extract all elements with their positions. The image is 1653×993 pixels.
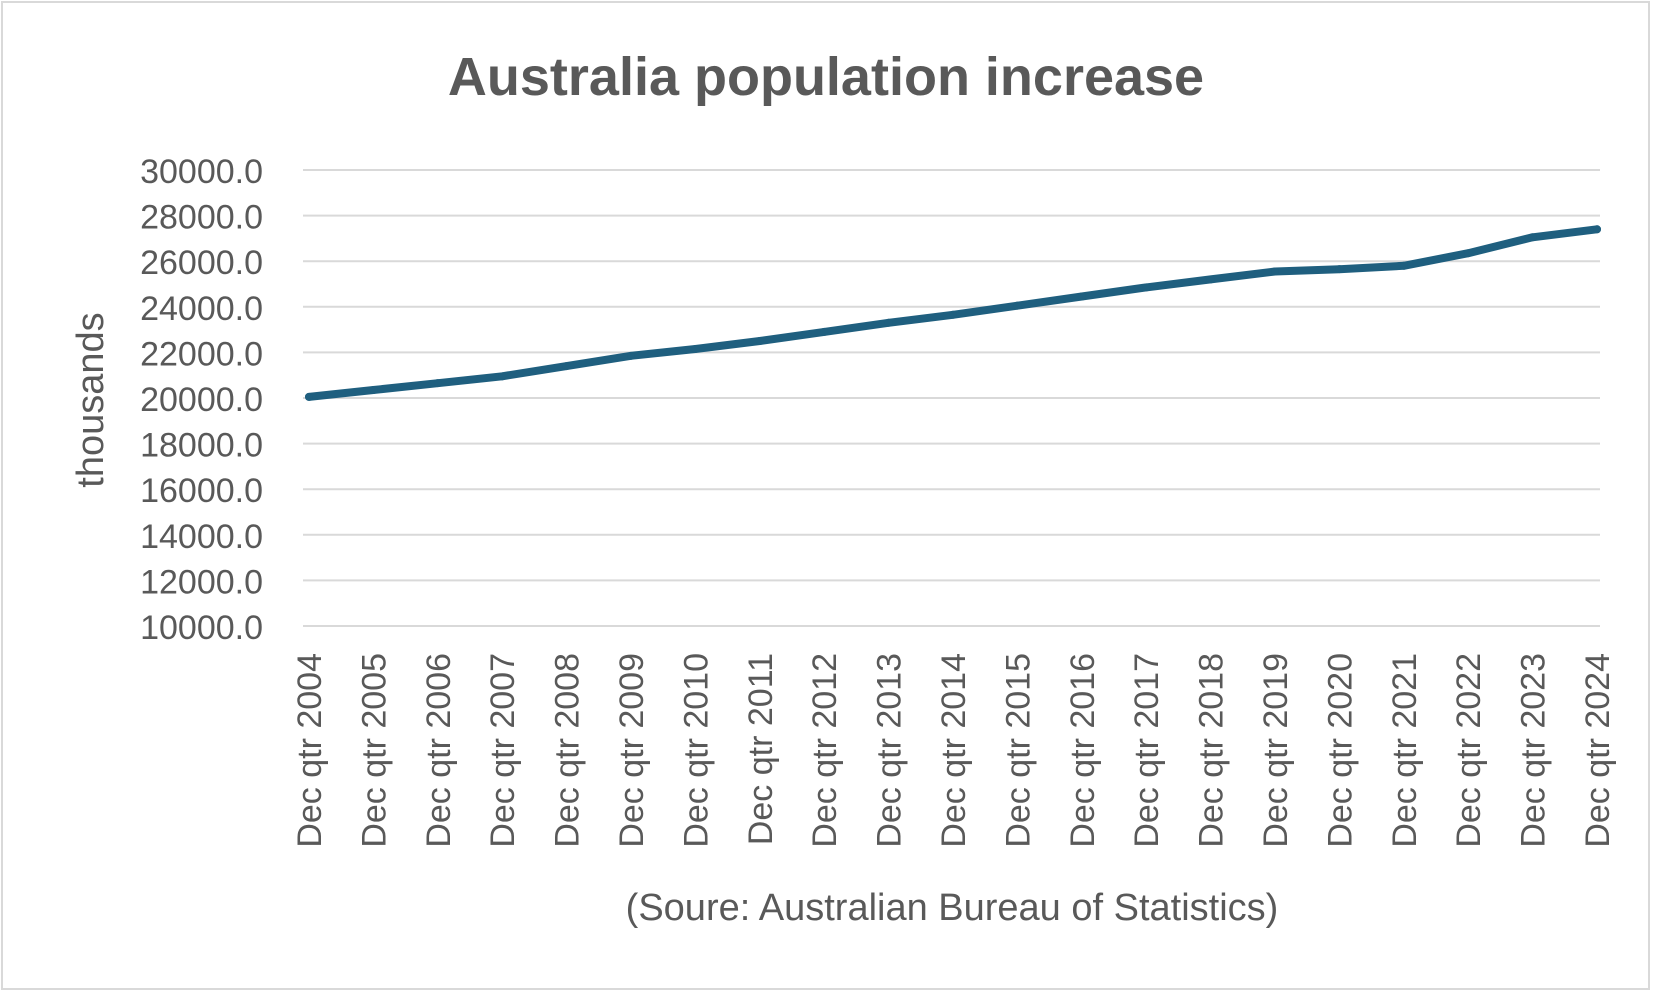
x-tick-label: Dec qtr 2006 <box>420 653 458 848</box>
x-tick-label: Dec qtr 2022 <box>1450 653 1488 848</box>
data-point <box>1206 275 1215 284</box>
data-point <box>1335 265 1344 274</box>
y-axis-label: thousands <box>70 312 112 487</box>
y-tick-label: 12000.0 <box>140 563 263 601</box>
data-point <box>433 379 442 388</box>
y-tick-label: 30000.0 <box>140 153 263 191</box>
y-tick-label: 10000.0 <box>140 609 263 647</box>
x-tick-label: Dec qtr 2014 <box>935 653 973 848</box>
data-point <box>562 362 571 371</box>
data-point <box>691 344 700 353</box>
y-tick-label: 18000.0 <box>140 427 263 465</box>
x-tick-label: Dec qtr 2005 <box>355 653 393 848</box>
x-tick-label: Dec qtr 2013 <box>871 653 909 848</box>
data-point <box>1399 261 1408 270</box>
x-tick-label: Dec qtr 2015 <box>999 653 1037 848</box>
data-point <box>1013 301 1022 310</box>
y-tick-label: 26000.0 <box>140 244 263 282</box>
x-tick-label: Dec qtr 2017 <box>1128 653 1166 848</box>
data-point <box>1142 283 1151 292</box>
x-tick-label: Dec qtr 2004 <box>291 653 329 848</box>
x-tick-label: Dec qtr 2011 <box>742 653 780 845</box>
y-tick-label: 28000.0 <box>140 199 263 237</box>
x-tick-label: Dec qtr 2023 <box>1515 653 1553 848</box>
data-point <box>627 351 635 360</box>
x-tick-label: Dec qtr 2007 <box>484 653 522 848</box>
data-point <box>884 318 893 327</box>
y-tick-label: 14000.0 <box>140 518 263 556</box>
y-tick-label: 16000.0 <box>140 472 263 510</box>
data-point <box>305 392 313 401</box>
x-axis-label: (Soure: Australian Bureau of Statistics) <box>626 887 1279 929</box>
x-tick-label: Dec qtr 2019 <box>1257 653 1295 848</box>
x-tick-label: Dec qtr 2010 <box>677 653 715 848</box>
y-tick-label: 20000.0 <box>140 381 263 419</box>
data-point <box>1528 233 1537 242</box>
x-tick-label: Dec qtr 2021 <box>1386 653 1424 848</box>
y-tick-label: 24000.0 <box>140 290 263 328</box>
x-tick-label: Dec qtr 2008 <box>549 653 587 848</box>
data-point <box>1271 267 1279 276</box>
data-point <box>949 310 957 319</box>
data-point <box>498 372 507 381</box>
data-point <box>755 337 764 345</box>
data-point <box>369 386 378 395</box>
x-tick-label: Dec qtr 2024 <box>1579 653 1617 848</box>
data-point <box>1464 249 1473 258</box>
y-tick-label: 22000.0 <box>140 335 263 373</box>
data-point <box>1077 292 1086 301</box>
y-axis-ticks: 10000.0 12000.0 14000.0 16000.0 18000.0 20000… <box>140 153 263 647</box>
x-tick-label: Dec qtr 2009 <box>613 653 651 848</box>
x-axis-ticks: Dec qtr 2004 Dec qtr 2005 Dec qtr 2006 Dec … <box>291 653 1617 848</box>
gridlines <box>303 169 1600 627</box>
chart-title: Australia population increase <box>448 47 1204 107</box>
x-tick-label: Dec qtr 2012 <box>806 653 844 848</box>
data-point <box>1593 225 1601 234</box>
x-tick-label: Dec qtr 2016 <box>1064 653 1102 848</box>
data-point <box>820 327 829 336</box>
x-tick-label: Dec qtr 2018 <box>1193 653 1231 848</box>
series-layer <box>305 225 1601 401</box>
x-tick-label: Dec qtr 2020 <box>1321 653 1359 848</box>
